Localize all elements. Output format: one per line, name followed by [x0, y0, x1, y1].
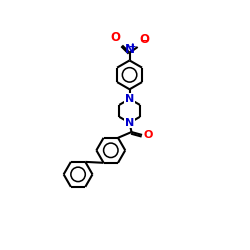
Text: +: + — [129, 42, 137, 51]
Text: O: O — [111, 31, 121, 44]
Text: −: − — [140, 36, 148, 46]
Text: O: O — [139, 32, 149, 46]
Text: N: N — [125, 94, 134, 104]
Text: O: O — [144, 130, 153, 140]
Text: N: N — [125, 118, 134, 128]
Text: N: N — [124, 43, 134, 56]
